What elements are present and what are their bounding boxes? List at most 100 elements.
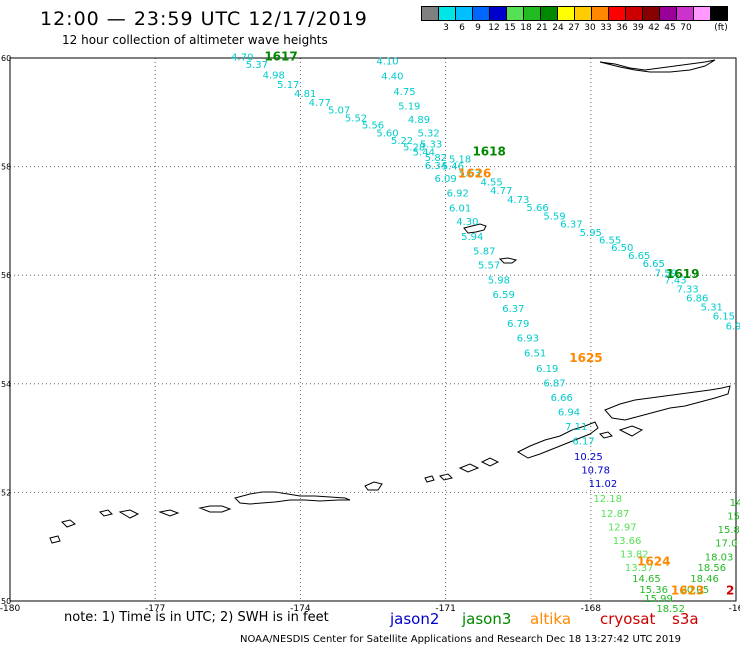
- swh-value: 6.01: [449, 204, 471, 215]
- lat-tick-label: 54: [1, 380, 11, 389]
- lon-tick-label: -177: [145, 604, 165, 614]
- lat-tick-label: 50: [1, 597, 11, 606]
- map-frame: [9, 57, 737, 602]
- swh-value: 12.18: [593, 494, 622, 505]
- swh-value: 5.59: [543, 211, 565, 222]
- swh-value: 5.22: [391, 136, 413, 147]
- swh-value: 6.92: [447, 188, 469, 199]
- swh-value: 5.87: [473, 247, 495, 258]
- swh-value: 6.59: [493, 290, 515, 301]
- swh-value: 13.82: [620, 550, 649, 561]
- swh-value: 6.19: [536, 364, 558, 375]
- axis-tick-labels: -180 -177 -174 -171 -168 -16 60 58 56 54 52 50: [0, 54, 740, 614]
- swh-value: 7.59: [655, 268, 677, 279]
- swh-value: 5.63: [459, 168, 481, 179]
- legend-label: 6: [459, 23, 465, 33]
- swh-value: 12.97: [608, 522, 637, 533]
- lon-tick-label: -168: [581, 604, 602, 614]
- swh-value: 6.65: [628, 251, 650, 262]
- pass-time-label: 1624: [637, 555, 670, 569]
- swh-value: 5.94: [461, 232, 483, 243]
- swh-value: 6.50: [611, 243, 633, 254]
- lat-tick-label: 60: [1, 54, 11, 63]
- page-subtitle: 12 hour collection of altimeter wave hei…: [62, 33, 328, 47]
- swh-value: 5.60: [376, 129, 398, 140]
- track-c: 10.25 10.78 11.02: [574, 452, 617, 490]
- page-title: 12:00 — 23:59 UTC 12/17/2019: [40, 8, 368, 30]
- swh-value: 6.9: [726, 322, 740, 333]
- swh-value: 10.25: [574, 452, 603, 463]
- swh-value: 5.57: [478, 261, 500, 272]
- satellite-name: altika: [530, 610, 572, 628]
- swh-value: 12.87: [601, 509, 630, 520]
- swh-value: 7.11: [565, 422, 587, 433]
- pass-time-label: 1617: [264, 50, 297, 64]
- legend-label: 70: [680, 23, 692, 33]
- swh-value: 5.19: [398, 102, 420, 113]
- swh-value: 5.56: [362, 121, 384, 132]
- pass-time-label: 1619: [666, 267, 699, 281]
- swh-value: 17.0: [715, 539, 737, 550]
- legend-label: 45: [664, 23, 676, 33]
- legend-label: 30: [584, 23, 596, 33]
- swh-value: 18.03: [705, 552, 734, 563]
- color-legend: 3 6 9 12 15 18 21 24 27 30 33 36 39 42 45 70 (ft): [421, 6, 732, 33]
- swh-value: 5.44: [413, 148, 435, 159]
- legend-label: 27: [568, 23, 580, 33]
- satellite-name: jason3: [462, 610, 512, 628]
- swh-value: 20.05: [681, 585, 710, 596]
- swh-value: 11.02: [589, 479, 618, 490]
- swh-value: 5.33: [420, 140, 442, 151]
- swh-value: 4.40: [381, 72, 403, 83]
- swh-value: 6.66: [551, 393, 573, 404]
- swh-value: 7.33: [676, 285, 698, 296]
- swh-value: 5.28: [403, 142, 425, 153]
- legend-label: 9: [475, 23, 481, 33]
- swh-value: 15.8: [718, 525, 740, 536]
- pass-time-label: 1626: [458, 166, 491, 180]
- lon-tick-label: -174: [290, 604, 311, 614]
- legend-label: 18: [520, 23, 532, 33]
- pass-time-label: 1625: [569, 351, 602, 365]
- swh-value: 5.37: [246, 60, 268, 71]
- legend-label: 42: [648, 23, 660, 33]
- lat-tick-label: 58: [1, 163, 11, 172]
- swh-value: 4.98: [263, 71, 285, 82]
- swh-value: 5.32: [418, 129, 440, 140]
- pass-time-label: 1618: [472, 145, 505, 159]
- swh-value: 5.66: [526, 203, 548, 214]
- swh-value: 7.43: [664, 275, 686, 286]
- swh-value: 5.98: [488, 275, 510, 286]
- swh-value: 5.52: [345, 114, 367, 125]
- swh-value: 4.89: [408, 115, 430, 126]
- legend-unit: (ft): [714, 23, 728, 33]
- legend-label: 15: [504, 23, 516, 33]
- swh-value: 5.17: [277, 80, 299, 91]
- swh-value: 6.79: [507, 319, 529, 330]
- legend-label: 39: [632, 23, 644, 33]
- swh-value: 4.73: [507, 195, 529, 206]
- swh-value: 6.09: [434, 174, 456, 185]
- legend-swatch: [710, 6, 728, 21]
- swh-value: 4.70: [231, 53, 253, 64]
- swh-value: 4.77: [309, 98, 331, 109]
- note-text: note: 1) Time is in UTC; 2) SWH is in fe…: [64, 610, 329, 625]
- pass-time-label: 2: [726, 583, 734, 597]
- swh-value: 6.65: [643, 259, 665, 270]
- legend-label: 21: [536, 23, 548, 33]
- swh-value: 5.46: [442, 161, 464, 172]
- swh-value: 4.55: [480, 178, 502, 189]
- swh-value: 4.77: [490, 186, 512, 197]
- swh-value: 14.65: [632, 574, 661, 585]
- altimeter-tracks: 4.705.374.985.174.814.775.075.525.565.60…: [231, 53, 740, 615]
- track-a: 4.705.374.985.174.814.775.075.525.565.60…: [231, 53, 740, 333]
- swh-value: 6.37: [502, 304, 524, 315]
- swh-value: 15: [727, 512, 740, 523]
- swh-value: 15.99: [644, 594, 673, 605]
- swh-value: 5.31: [701, 302, 723, 313]
- swh-value: 6.17: [572, 437, 594, 448]
